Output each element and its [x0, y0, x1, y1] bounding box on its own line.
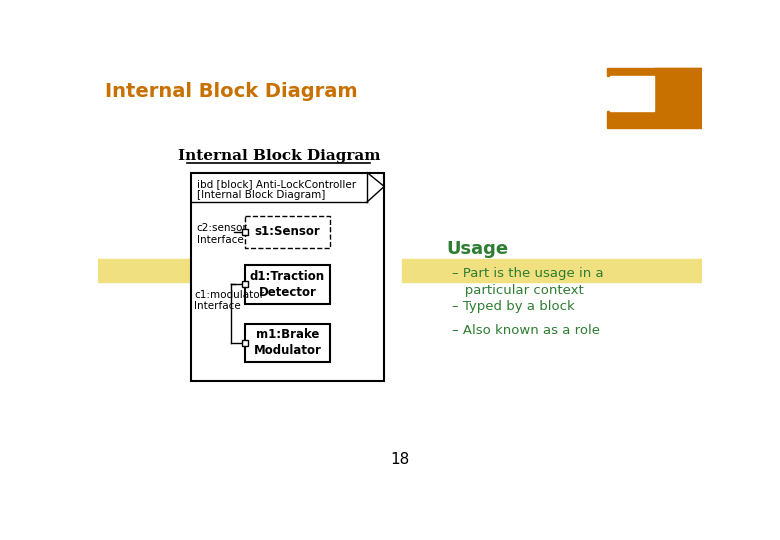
Text: ibd [block] Anti-LockController: ibd [block] Anti-LockController [197, 179, 356, 189]
Bar [402, 259, 702, 282]
Text: c2:sensor
Interface: c2:sensor Interface [197, 224, 247, 245]
Bar [245, 215, 330, 248]
Bar [190, 173, 385, 381]
Text: Internal Block Diagram: Internal Block Diagram [179, 150, 381, 164]
Text: [Internal Block Diagram]: [Internal Block Diagram] [197, 190, 325, 200]
Bar [242, 340, 248, 346]
Bar [242, 229, 248, 235]
Text: – Typed by a block: – Typed by a block [452, 300, 575, 313]
Bar [98, 259, 197, 282]
Text: m1:Brake
Modulator: m1:Brake Modulator [254, 328, 321, 357]
Text: Usage: Usage [446, 240, 509, 258]
Text: Internal Block Diagram: Internal Block Diagram [105, 82, 358, 101]
Text: d1:Traction
Detector: d1:Traction Detector [250, 270, 325, 299]
Bar [245, 323, 330, 362]
Bar [608, 68, 702, 76]
Bar [242, 281, 248, 287]
Text: 18: 18 [390, 452, 410, 467]
Text: – Also known as a role: – Also known as a role [452, 323, 601, 336]
Text: – Part is the usage in a
   particular context: – Part is the usage in a particular cont… [452, 267, 604, 296]
Bar [610, 76, 654, 111]
Bar [608, 111, 654, 128]
Bar [245, 265, 330, 303]
Bar [419, 262, 434, 278]
Text: c1:modulator
Interface: c1:modulator Interface [194, 289, 264, 311]
Bar [654, 68, 702, 128]
Text: s1:Sensor: s1:Sensor [254, 225, 321, 238]
